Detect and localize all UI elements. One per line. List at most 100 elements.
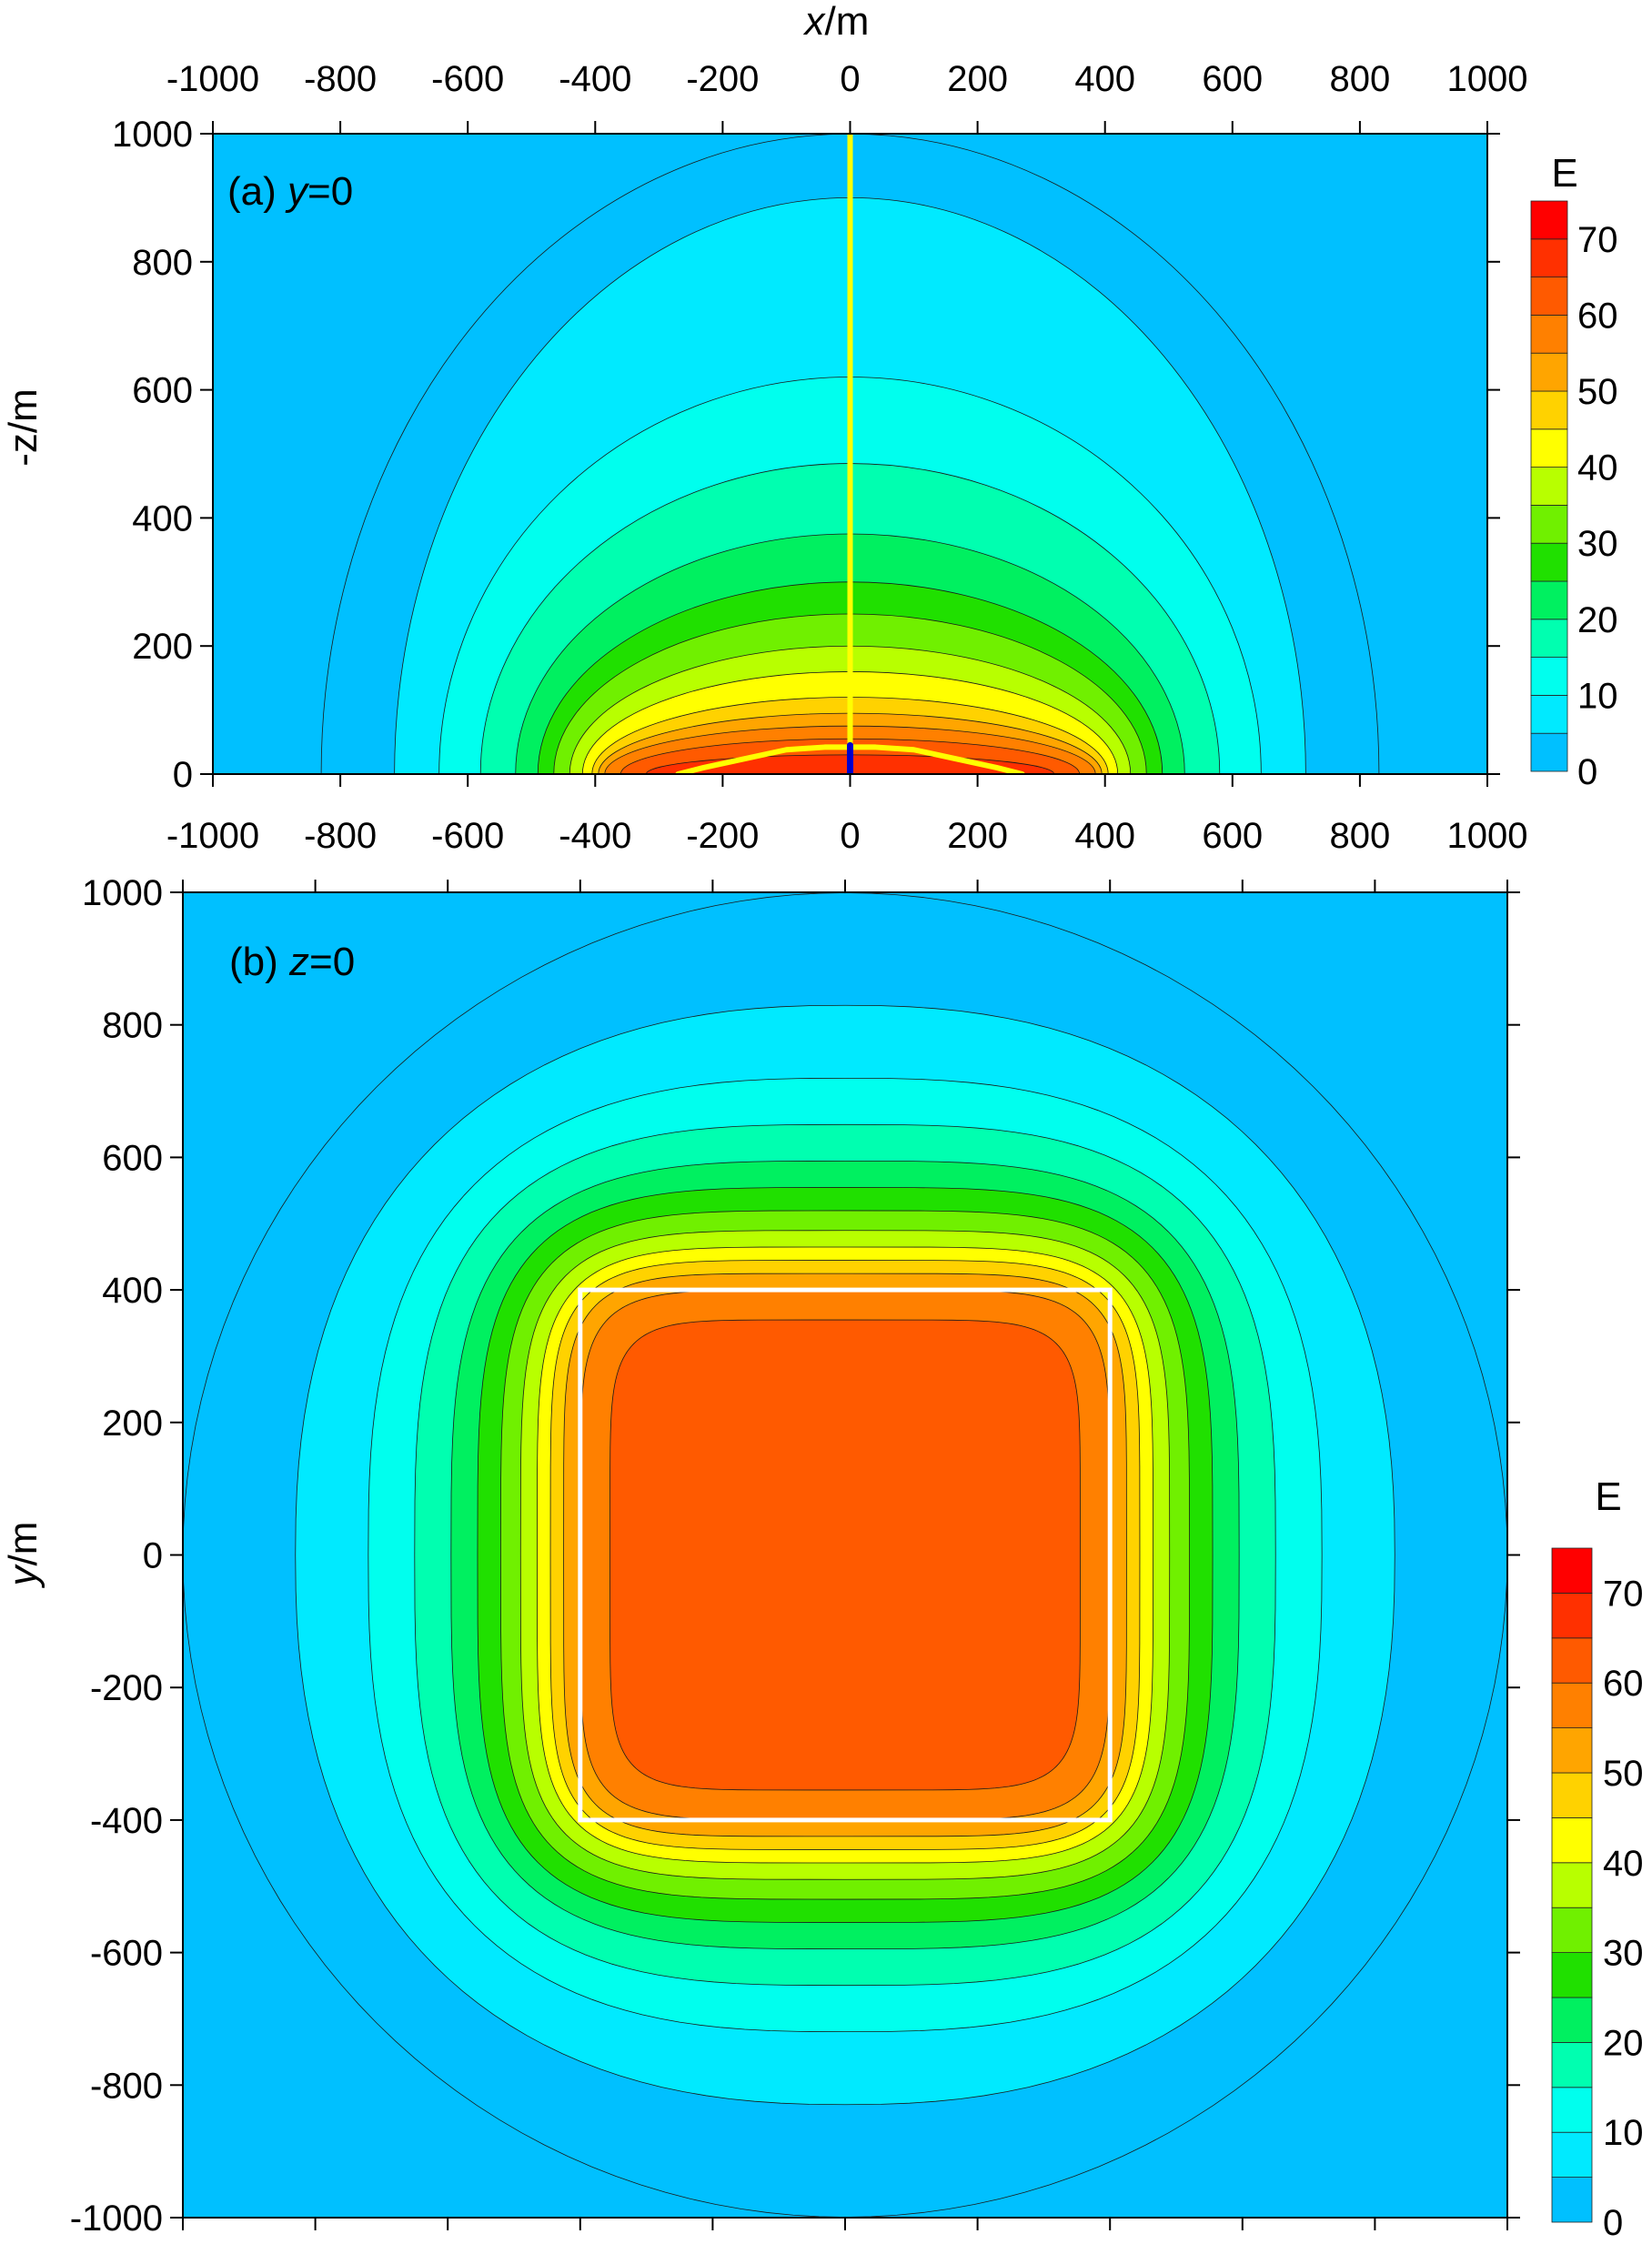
colorbar-tick-label: 30 (1603, 1934, 1644, 1974)
colorbar-swatch-45 (1530, 390, 1568, 430)
x-tick-label-top: 0 (840, 59, 860, 99)
panel-b-contour-fill (183, 892, 1507, 2218)
x-tick-label-bottom: -800 (304, 816, 377, 856)
y-tick-label: -400 (90, 1801, 163, 1841)
colorbar-swatch-30 (1551, 1907, 1593, 1953)
x-tick-label-top: -800 (304, 59, 377, 99)
colorbar-swatch-5 (1551, 2131, 1593, 2178)
panel-a-x-ticks-top: -1000 -800 -600 -400 -200 0 200 400 600 800 1000 (166, 59, 1528, 134)
colorbar-swatch-50 (1551, 1727, 1593, 1774)
colorbar-swatch-60 (1551, 1637, 1593, 1684)
x-tick-label-bottom: -400 (559, 816, 631, 856)
panel-b-x-ticks (182, 880, 1508, 2230)
y-tick-label: -1000 (70, 2199, 163, 2239)
y-tick-label: 400 (102, 1271, 163, 1311)
y-tick-label: 0 (143, 1536, 163, 1576)
x-tick-label-bottom: 1000 (1447, 816, 1528, 856)
colorbar-tick-label: 20 (1577, 600, 1618, 640)
y-tick-label: 200 (102, 1404, 163, 1444)
x-tick-label-top: -200 (686, 59, 759, 99)
panel-b-colorbar: 0 10 20 30 40 50 60 70 (1551, 1547, 1644, 2243)
x-tick-label-top: -600 (431, 59, 504, 99)
panel-b-label: (b) z=0 (229, 940, 355, 984)
colorbar-tick-label: 50 (1603, 1754, 1644, 1794)
colorbar-swatch-15 (1551, 2041, 1593, 2088)
panel-a-overlays (675, 134, 1025, 774)
panel-a: -1000 -800 -600 -400 -200 0 200 400 600 800 1000 -… (1, 0, 1618, 856)
x-tick-label-bottom: -600 (431, 816, 504, 856)
x-tick-label-top: -1000 (166, 59, 259, 99)
x-tick-label-top: -400 (559, 59, 631, 99)
colorbar-tick-label: 50 (1577, 372, 1618, 412)
y-tick-label: 800 (132, 243, 193, 283)
colorbar-swatch-65 (1530, 238, 1568, 277)
x-tick-label-bottom: -1000 (166, 816, 259, 856)
panel-b-y-axis-title: y/m (1, 1522, 45, 1589)
colorbar-swatch-20 (1551, 1997, 1593, 2043)
x-tick-label-bottom: 600 (1202, 816, 1263, 856)
colorbar-swatch-70 (1551, 1547, 1593, 1594)
y-tick-label: 0 (173, 755, 193, 795)
y-tick-label: -200 (90, 1668, 163, 1708)
panel-b-overlays (578, 1287, 1113, 1823)
colorbar-swatch-40 (1530, 428, 1568, 468)
panel-a-colorbar-title: E (1551, 151, 1577, 196)
y-tick-label: 400 (132, 498, 193, 538)
x-tick-label-bottom: 400 (1074, 816, 1135, 856)
colorbar-swatch-40 (1551, 1817, 1593, 1864)
colorbar-swatch-25 (1530, 542, 1568, 582)
x-tick-label-top: 200 (947, 59, 1008, 99)
colorbar-swatch-35 (1551, 1862, 1593, 1908)
x-tick-label-bottom: -200 (686, 816, 759, 856)
colorbar-swatch-30 (1530, 505, 1568, 544)
y-tick-label: -800 (90, 2066, 163, 2106)
colorbar-swatch-50 (1530, 352, 1568, 392)
x-tick-label-top: 400 (1074, 59, 1135, 99)
source-square (578, 1287, 1113, 1823)
colorbar-swatch-10 (1530, 657, 1568, 696)
colorbar-swatch-55 (1551, 1682, 1593, 1728)
colorbar-tick-label: 10 (1603, 2113, 1644, 2153)
colorbar-tick-label: 0 (1577, 752, 1597, 792)
colorbar-tick-label: 20 (1603, 2023, 1644, 2063)
y-tick-label: 200 (132, 627, 193, 667)
colorbar-swatch-5 (1530, 695, 1568, 734)
x-tick-label-top: 1000 (1447, 59, 1528, 99)
x-tick-label-top: 800 (1330, 59, 1391, 99)
colorbar-swatch-15 (1530, 619, 1568, 658)
colorbar-tick-label: 10 (1577, 676, 1618, 716)
colorbar-swatch-70 (1530, 200, 1568, 240)
colorbar-tick-label: 70 (1603, 1574, 1644, 1614)
x-tick-label-top: 600 (1202, 59, 1263, 99)
x-tick-label-bottom: 0 (840, 816, 860, 856)
panel-a-label: (a) y=0 (227, 169, 353, 214)
colorbar-swatch-65 (1551, 1593, 1593, 1639)
colorbar-swatch-10 (1551, 2087, 1593, 2133)
colorbar-tick-label: 30 (1577, 524, 1618, 564)
panel-b-y-ticks: -1000 -800 -600 -400 -200 0 200 400 600 800 1000 (70, 873, 1520, 2239)
colorbar-tick-label: 40 (1577, 448, 1618, 488)
colorbar-tick-label: 60 (1577, 296, 1618, 336)
panel-a-x-axis-title: x/m (803, 0, 870, 44)
colorbar-swatch-0 (1530, 732, 1568, 772)
colorbar-tick-label: 70 (1577, 220, 1618, 260)
y-tick-label: 600 (132, 371, 193, 411)
x-tick-label-bottom: 800 (1330, 816, 1391, 856)
panel-a-y-axis-title: -z/m (1, 388, 45, 467)
y-tick-label: -600 (90, 1934, 163, 1974)
panel-a-colorbar: 0 10 20 30 40 50 60 70 (1530, 200, 1618, 792)
colorbar-tick-label: 40 (1603, 1844, 1644, 1884)
y-tick-label: 1000 (82, 873, 163, 913)
colorbar-swatch-55 (1530, 314, 1568, 354)
panel-b-colorbar-title: E (1595, 1474, 1621, 1519)
contour-band-65 (609, 1319, 1081, 1791)
panel-a-y-ticks: 0 200 400 600 800 1000 (112, 115, 1500, 795)
colorbar-tick-label: 60 (1603, 1664, 1644, 1704)
colorbar-swatch-20 (1530, 580, 1568, 620)
y-tick-label: 600 (102, 1138, 163, 1178)
colorbar-tick-label: 0 (1603, 2203, 1623, 2243)
colorbar-swatch-0 (1551, 2177, 1593, 2223)
colorbar-swatch-45 (1551, 1772, 1593, 1818)
